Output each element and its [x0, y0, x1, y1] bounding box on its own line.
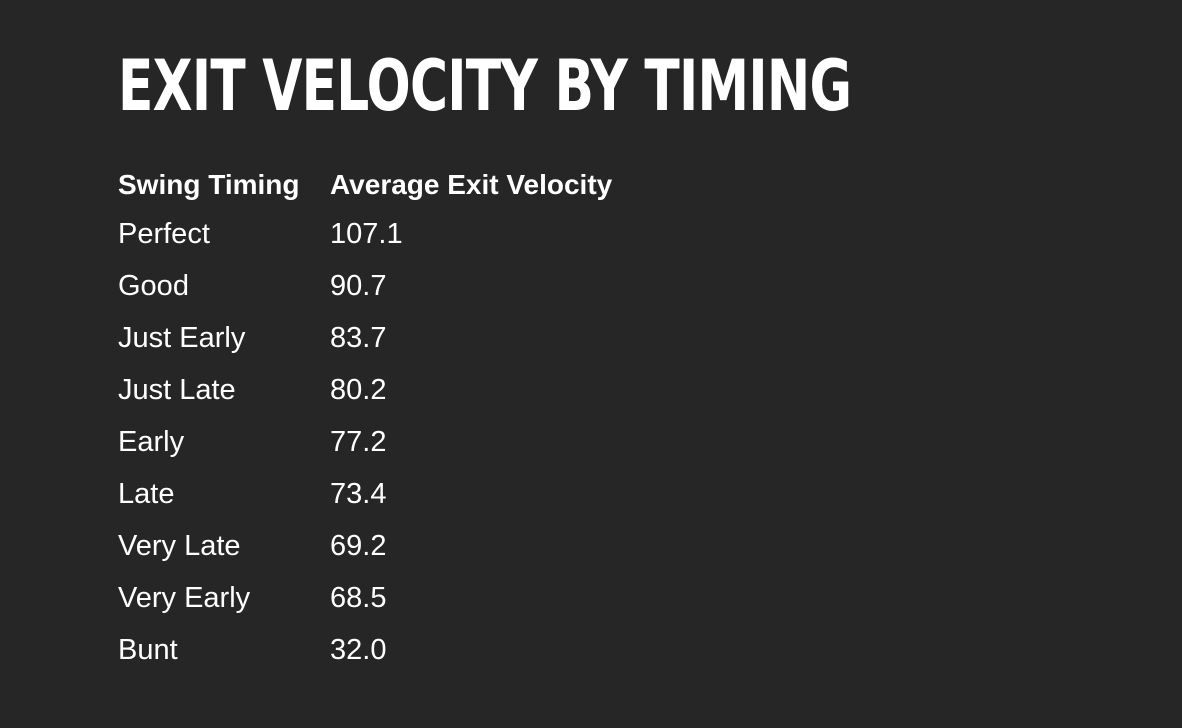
cell-swing-timing: Good	[118, 270, 189, 302]
table-row: Bunt 32.0	[118, 624, 612, 676]
table-row: Perfect 107.1	[118, 208, 612, 260]
cell-average-exit-velocity: 77.2	[330, 426, 387, 458]
column-header-average-exit-velocity: Average Exit Velocity	[330, 169, 613, 200]
cell-swing-timing: Late	[118, 478, 175, 510]
cell-swing-timing: Just Early	[118, 322, 246, 354]
cell-swing-timing: Very Late	[118, 530, 241, 562]
column-header-swing-timing: Swing Timing	[118, 169, 300, 200]
table-row: Good 90.7	[118, 260, 612, 312]
cell-average-exit-velocity: 80.2	[330, 374, 387, 406]
cell-swing-timing: Bunt	[118, 634, 178, 666]
cell-average-exit-velocity: 107.1	[330, 218, 403, 250]
table-row: Late 73.4	[118, 468, 612, 520]
table-row: Very Early 68.5	[118, 572, 612, 624]
cell-swing-timing: Very Early	[118, 582, 251, 614]
data-table: Swing Timing Average Exit Velocity Perfe…	[118, 162, 612, 676]
cell-average-exit-velocity: 69.2	[330, 530, 387, 562]
table-header-row: Swing Timing Average Exit Velocity	[118, 162, 612, 208]
cell-swing-timing: Just Late	[118, 374, 236, 406]
cell-average-exit-velocity: 83.7	[330, 322, 387, 354]
table-row: Just Late 80.2	[118, 364, 612, 416]
cell-average-exit-velocity: 73.4	[330, 478, 387, 510]
cell-swing-timing: Early	[118, 426, 185, 458]
table-chart: EXIT VELOCITY BY TIMING Swing Timing Ave…	[118, 38, 1109, 666]
cell-average-exit-velocity: 68.5	[330, 582, 387, 614]
cell-average-exit-velocity: 32.0	[330, 634, 387, 666]
table-row: Early 77.2	[118, 416, 612, 468]
chart-title: EXIT VELOCITY BY TIMING	[118, 45, 852, 127]
table-body: Perfect 107.1 Good 90.7 Just Early 83.7 Just L…	[118, 208, 612, 676]
table-row: Just Early 83.7	[118, 312, 612, 364]
table-row: Very Late 69.2	[118, 520, 612, 572]
cell-average-exit-velocity: 90.7	[330, 270, 387, 302]
cell-swing-timing: Perfect	[118, 218, 210, 250]
